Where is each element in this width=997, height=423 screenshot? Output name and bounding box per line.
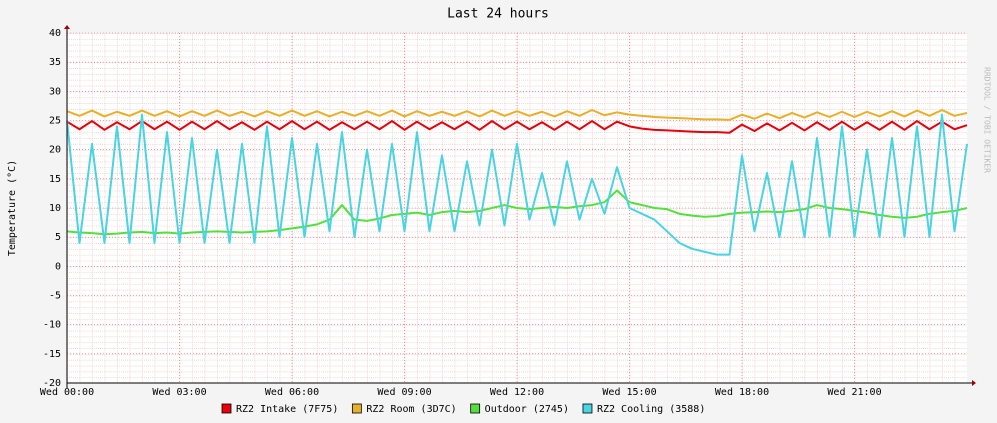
y-tick-label: -20 <box>43 378 61 389</box>
legend-label: Outdoor (2745) <box>485 404 569 415</box>
legend-swatch <box>582 403 593 414</box>
y-tick-label: 5 <box>55 232 61 243</box>
x-tick-label: Wed 18:00 <box>715 387 769 398</box>
legend-label: RZ2 Cooling (3588) <box>597 404 705 415</box>
y-tick-label: -15 <box>43 349 61 360</box>
watermark: RRDTOOL / TOBI OETIKER <box>983 67 992 173</box>
y-axis-label: Temperature (°C) <box>7 160 18 256</box>
x-tick-label: Wed 00:00 <box>40 387 94 398</box>
y-tick-label: 30 <box>49 86 61 97</box>
y-tick-label: -5 <box>49 291 61 302</box>
legend-swatch <box>470 403 481 414</box>
series-line <box>66 120 968 134</box>
y-tick-label: 0 <box>55 261 61 272</box>
y-tick-label: 15 <box>49 174 61 185</box>
x-tick-label: Wed 21:00 <box>827 387 881 398</box>
x-tick-label: Wed 06:00 <box>265 387 319 398</box>
x-tick-label: Wed 12:00 <box>490 387 544 398</box>
lines <box>66 109 968 256</box>
y-tick-label: 35 <box>49 57 61 68</box>
y-tick-label: 10 <box>49 203 61 214</box>
x-arrow <box>972 380 976 386</box>
legend-swatch <box>221 403 232 414</box>
x-tick-label: Wed 15:00 <box>602 387 656 398</box>
legend-label: RZ2 Intake (7F75) <box>236 404 338 415</box>
series-line <box>66 189 968 236</box>
x-tick-label: Wed 03:00 <box>152 387 206 398</box>
legend-swatch <box>351 403 362 414</box>
y-tick-label: 20 <box>49 145 61 156</box>
chart-title: Last 24 hours <box>447 7 549 22</box>
y-arrow <box>64 25 70 29</box>
y-tick-label: 40 <box>49 28 61 39</box>
legend: RZ2 Intake (7F75) RZ2 Room (3D7C) Outdoor … <box>221 403 705 415</box>
x-tick-label: Wed 09:00 <box>377 387 431 398</box>
series-line <box>66 113 968 256</box>
series-line <box>66 109 968 121</box>
y-tick-label: 25 <box>49 116 61 127</box>
y-tick-label: -10 <box>43 320 61 331</box>
legend-label: RZ2 Room (3D7C) <box>366 404 456 415</box>
axes <box>64 25 976 388</box>
